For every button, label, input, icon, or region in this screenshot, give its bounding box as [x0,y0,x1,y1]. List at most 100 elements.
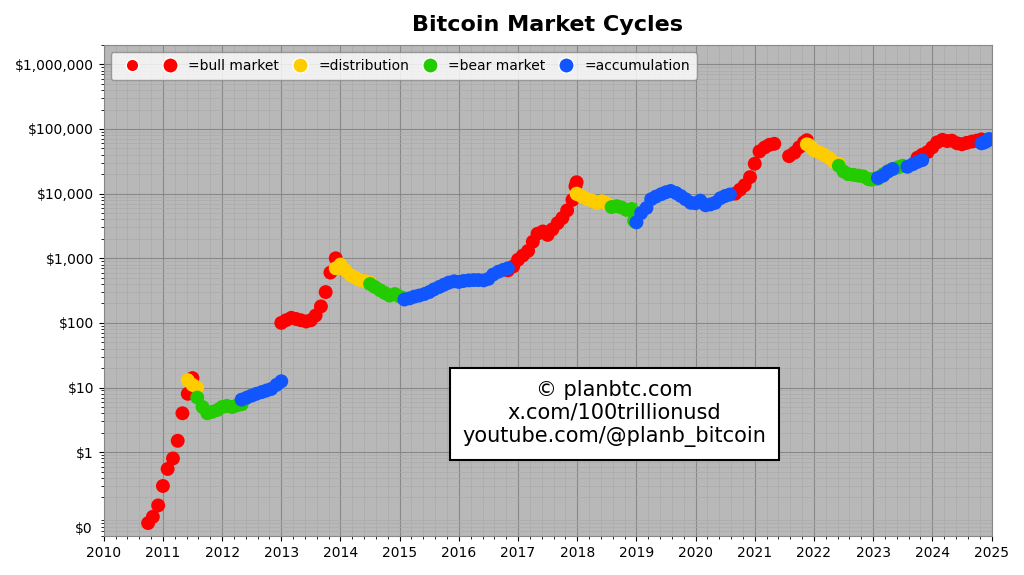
Point [924,143,940,152]
Point [317,288,334,297]
Point [801,141,817,150]
Point [189,383,206,392]
Point [713,194,729,203]
Point [707,198,723,208]
Point [219,401,236,411]
Point [233,400,250,409]
Point [520,246,537,255]
Point [391,292,408,301]
Point [568,178,585,187]
Point [278,316,294,325]
Point [979,136,995,145]
Point [692,196,709,205]
Legend: , =bull market, =distribution, =bear market, =accumulation: , =bull market, =distribution, =bear mar… [111,52,696,80]
Text: © planbtc.com
x.com/100trillionusd
youtube.com/@planb_bitcoin: © planbtc.com x.com/100trillionusd youtu… [462,380,766,447]
Point [613,203,630,212]
Point [258,386,274,395]
Point [890,163,906,172]
Point [401,294,418,303]
Point [268,380,285,389]
Point [638,204,654,213]
Point [342,270,358,279]
Point [431,282,447,292]
Point [752,147,768,156]
Point [657,187,674,197]
Point [663,186,679,196]
Point [510,255,526,264]
Point [170,436,186,446]
Point [524,237,541,246]
Point [653,190,670,199]
Point [456,277,472,286]
Point [466,275,482,285]
Point [475,276,492,285]
Point [816,150,833,159]
Point [303,316,319,325]
Point [199,409,215,418]
Point [377,289,393,298]
Point [869,174,886,183]
Point [184,374,201,383]
Point [599,199,615,208]
Point [407,292,423,301]
Point [544,225,560,234]
Point [529,229,546,238]
Point [396,295,413,304]
Point [426,285,442,294]
Point [914,150,931,159]
Point [648,192,665,201]
Point [840,170,856,179]
Point [312,302,329,311]
Point [564,196,581,205]
Point [949,139,966,148]
Point [869,173,886,182]
Point [677,194,693,204]
Point [874,170,891,179]
Point [284,313,300,323]
Point [273,319,290,328]
Point [673,191,689,201]
Point [810,147,826,156]
Point [618,205,635,214]
Point [485,270,502,279]
Point [184,380,201,389]
Point [736,181,753,190]
Point [668,189,684,198]
Point [179,389,196,398]
Point [554,213,570,223]
Point [337,266,353,275]
Point [179,375,196,385]
Point [979,136,995,145]
Point [914,155,931,164]
Point [436,280,453,289]
Point [165,454,181,463]
Point [214,402,230,412]
Point [643,194,659,204]
Point [387,289,403,298]
Point [347,273,364,282]
Point [958,138,975,147]
Point [608,202,625,211]
Point [899,162,915,171]
Point [495,265,511,274]
Point [880,167,896,176]
Point [904,160,921,169]
Point [372,286,388,295]
Point [417,289,433,298]
Point [352,275,369,285]
Point [254,388,270,397]
Point [239,393,255,402]
Point [189,393,206,402]
Point [633,209,649,218]
Point [451,277,467,286]
Point [762,140,778,150]
Point [550,218,566,228]
Point [791,143,807,152]
Point [830,161,847,170]
Point [895,161,911,170]
Point [140,519,157,528]
Point [820,153,837,162]
Point [799,136,815,145]
Point [944,136,961,145]
Point [981,135,997,144]
